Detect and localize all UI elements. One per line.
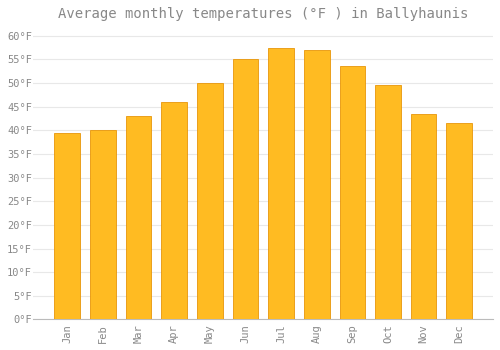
Bar: [411, 114, 436, 320]
Bar: [304, 50, 330, 320]
Title: Average monthly temperatures (°F ) in Ballyhaunis: Average monthly temperatures (°F ) in Ba…: [58, 7, 469, 21]
Bar: [126, 116, 151, 320]
Bar: [340, 66, 365, 320]
Bar: [197, 83, 222, 320]
Bar: [446, 123, 472, 320]
Bar: [54, 133, 80, 320]
Bar: [161, 102, 187, 320]
Bar: [268, 48, 294, 320]
Bar: [375, 85, 401, 320]
Bar: [232, 60, 258, 320]
Bar: [90, 130, 116, 320]
